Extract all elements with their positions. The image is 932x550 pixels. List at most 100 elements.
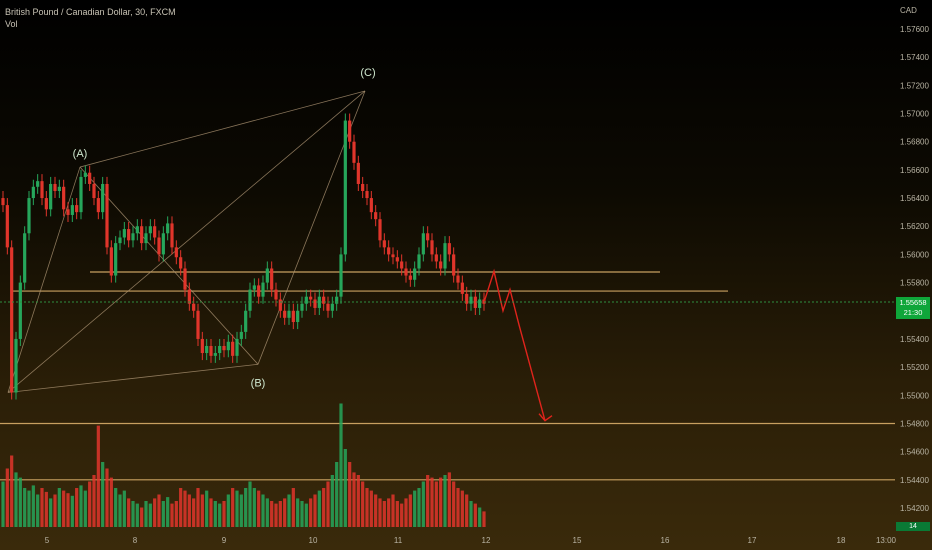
volume-bar [114,488,118,527]
volume-bars [1,403,486,527]
candle-body [343,120,347,255]
candle-body [179,257,183,269]
volume-bar [127,498,131,527]
candle-body [335,296,339,304]
candle-body [40,181,44,199]
candle-body [252,285,256,290]
candle-body [322,296,326,304]
volume-bar [40,488,44,527]
y-tick-label: 1.56800 [900,138,929,147]
volume-bar [205,490,209,527]
candle-body [257,285,261,297]
volume-bar [231,488,235,527]
volume-label: Vol [5,19,18,29]
volume-bar [391,494,395,527]
price-axis: 1.57600 1.57400 1.57200 1.57000 1.56800 1.566… [900,25,929,513]
volume-bar [439,477,443,527]
volume-bar [469,501,473,527]
volume-bar [278,501,282,527]
horizontal-levels [0,271,895,481]
candle-body [166,223,170,234]
candle-body [469,296,473,304]
volume-bar [49,498,53,527]
volume-bar [408,494,412,527]
candle-body [231,341,235,356]
candle-body [374,212,378,220]
volume-bar [417,488,421,527]
volume-bar [248,481,252,527]
candle-body [109,247,113,276]
volume-bar [374,494,378,527]
volume-bar [209,498,213,527]
volume-bar [378,498,382,527]
volume-bar [430,477,434,527]
volume-bar [135,503,139,527]
candle-body [88,172,92,184]
volume-bar [122,490,126,527]
y-tick-label: 1.55400 [900,335,929,344]
x-tick-label: 16 [661,536,670,545]
candle-body [144,233,148,244]
volume-bar [413,490,417,527]
candle-body [239,331,243,339]
candle-body [101,183,105,213]
volume-bar [14,472,18,527]
candle-body [79,176,83,213]
price-tag-countdown: 21:30 [903,308,923,317]
volume-bar [404,498,408,527]
candle-body [196,310,200,339]
volume-bar [335,462,339,527]
candle-body [478,299,482,308]
candle-body [465,293,469,304]
volume-bar [244,488,248,527]
volume-bar [283,498,287,527]
volume-bar [330,475,334,527]
volume-bar [88,481,92,527]
projection-path[interactable] [483,268,546,421]
volume-bar [296,498,300,527]
candle-body [473,296,477,308]
volume-bar [66,493,70,527]
candle-body [62,186,66,210]
volume-bar [79,485,83,527]
volume-bar [473,503,477,527]
volume-bar [265,498,269,527]
y-tick-label: 1.54400 [900,476,929,485]
candle-body [36,181,40,187]
volume-bar [222,501,226,527]
volume-bar [131,501,135,527]
candle-body [413,268,417,280]
volume-bar [291,488,295,527]
volume-bar [348,462,352,527]
volume-bar [257,490,261,527]
candle-body [140,226,144,244]
x-tick-label: 15 [573,536,582,545]
wave-line [7,90,366,393]
candle-body [426,233,430,241]
volume-bar [105,468,109,527]
candle-body [1,198,5,206]
candle-body [248,289,252,311]
x-tick-label: 11 [394,536,403,545]
candle-body [361,183,365,192]
candle-body [92,183,96,199]
candle-body [378,219,382,241]
volume-bar [395,501,399,527]
candle-body [274,289,278,300]
volume-bar [456,488,460,527]
candle-body [187,289,191,304]
volume-bar [140,507,144,527]
price-tag: 1.55658 21:30 [896,297,930,319]
candle-body [213,353,217,356]
y-tick-label: 1.56600 [900,166,929,175]
candle-body [330,303,334,311]
candle-body [127,229,131,241]
y-tick-label: 1.55000 [900,391,929,400]
candle-body [304,296,308,304]
volume-bar [170,503,174,527]
volume-bar [5,468,9,527]
volume-bar [239,494,243,527]
candle-body [174,247,178,258]
volume-bar [109,477,113,527]
